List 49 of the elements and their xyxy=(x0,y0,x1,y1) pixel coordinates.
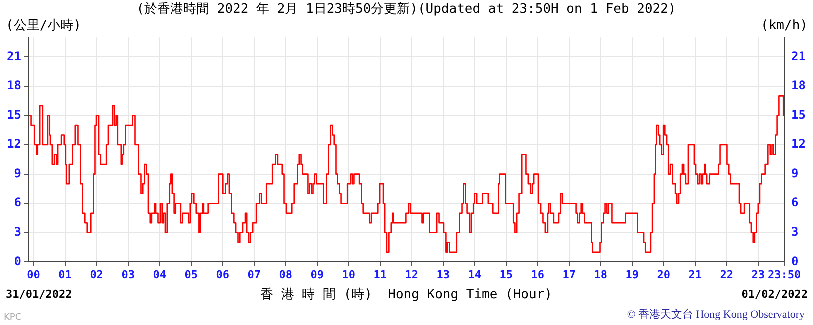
x-axis-title: 香 港 時 間 (時) Hong Kong Time (Hour) xyxy=(260,288,552,303)
x-tick-label: 21 xyxy=(688,268,702,282)
y2-axis-title: (km/h) xyxy=(761,18,808,34)
y2-tick-label: 6 xyxy=(792,196,799,210)
y-tick-label: 12 xyxy=(6,137,22,152)
x-tick-label: 02 xyxy=(90,268,104,282)
y2-tick-label: 12 xyxy=(792,137,806,152)
text: © 香港天文台 Hong Kong Observatory xyxy=(627,308,806,321)
chart-title: (於香港時間 2022 年 2月 1日23時50分更新)(Updated at 23:50H on 1 Feb 2022) xyxy=(136,2,676,18)
x-tick-label: 20 xyxy=(657,268,671,282)
x-tick-label: 07 xyxy=(248,268,261,282)
x-tick-label: 16 xyxy=(531,268,545,282)
y-tick-label: 15 xyxy=(6,108,22,122)
x-tick-label: 00 xyxy=(27,268,40,282)
y-tick-label: 21 xyxy=(6,49,22,64)
text: 31/01/2022 xyxy=(6,288,72,302)
text: KPC xyxy=(4,313,22,323)
x-tick-label: 19 xyxy=(626,268,640,282)
y2-tick-label: 15 xyxy=(792,108,806,122)
x-tick-label: 18 xyxy=(594,268,608,282)
x-tick-label: 12 xyxy=(405,268,418,282)
x-tick-label: 03 xyxy=(122,268,135,282)
y2-tick-label: 0 xyxy=(792,254,799,268)
y2-tick-label: 9 xyxy=(792,166,799,180)
y-axis-title: (公里/小時) xyxy=(6,18,82,34)
x-tick-label: 04 xyxy=(153,268,167,282)
text: 01/02/2022 xyxy=(742,288,808,302)
y2-tick-label: 3 xyxy=(792,225,799,240)
x-tick-label: 17 xyxy=(562,268,576,282)
x-tick-label: 23:50 xyxy=(768,268,802,282)
x-tick-label: 08 xyxy=(279,268,292,282)
x-tick-label: 23 xyxy=(752,268,766,282)
y2-tick-label: 21 xyxy=(792,49,806,64)
x-tick-label: 09 xyxy=(310,268,324,282)
y-tick-label: 18 xyxy=(6,78,22,93)
x-tick-label: 22 xyxy=(720,268,734,282)
x-tick-label: 10 xyxy=(342,268,356,282)
y-tick-label: 9 xyxy=(14,166,22,180)
y-tick-label: 6 xyxy=(14,196,22,210)
x-tick-label: 11 xyxy=(374,268,388,282)
y2-tick-label: 18 xyxy=(792,78,806,93)
x-tick-label: 05 xyxy=(184,268,198,282)
x-tick-label: 01 xyxy=(58,268,72,282)
x-tick-label: 15 xyxy=(500,268,513,282)
y-tick-label: 3 xyxy=(14,225,22,240)
x-tick-label: 13 xyxy=(436,268,450,282)
x-tick-label: 14 xyxy=(468,268,482,282)
x-tick-label: 06 xyxy=(216,268,230,282)
y-tick-label: 0 xyxy=(14,254,22,268)
